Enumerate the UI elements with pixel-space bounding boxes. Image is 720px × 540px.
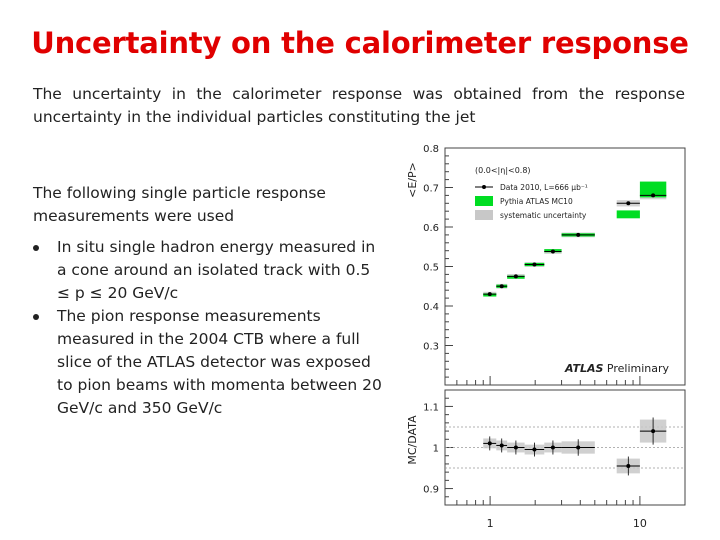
data-point <box>532 262 537 267</box>
data-point <box>550 249 555 254</box>
lead-paragraph: The following single particle response m… <box>33 184 326 225</box>
y-tick-label: 1 <box>433 444 439 455</box>
legend-label: Pythia ATLAS MC10 <box>500 197 573 206</box>
legend-label: systematic uncertainty <box>500 211 587 220</box>
y-tick-label: 0.9 <box>423 485 439 496</box>
bullet-text: The pion response measurements measured … <box>57 307 382 417</box>
bullet-item: In situ single hadron energy measured in… <box>33 236 383 305</box>
data-point <box>651 193 656 198</box>
y-tick-label: 0.3 <box>423 342 439 353</box>
bullet-item: The pion response measurements measured … <box>33 305 383 420</box>
x-tick-label: 1 <box>487 517 494 530</box>
y-tick-label: 0.5 <box>423 263 439 274</box>
ratio-point <box>651 429 656 434</box>
y-tick-label: 0.7 <box>423 184 439 195</box>
data-point <box>499 284 504 289</box>
mc-box <box>639 181 667 198</box>
eta-annotation: (0.0<|η|<0.8) <box>475 166 531 175</box>
legend-data-marker <box>482 185 486 189</box>
data-point <box>576 232 581 237</box>
legend-label: Data 2010, L=666 μb⁻¹ <box>500 183 588 192</box>
data-point <box>626 201 631 206</box>
ratio-point <box>499 443 504 448</box>
preliminary-label: Preliminary <box>603 362 669 375</box>
ratio-point <box>626 463 631 468</box>
y-tick-label: 0.6 <box>423 223 439 234</box>
ratio-point <box>532 447 537 452</box>
y-tick-label: 1.1 <box>423 402 439 413</box>
atlas-label: ATLAS <box>564 362 603 375</box>
y-tick-label: 0.8 <box>423 144 439 155</box>
x-tick-label: 10 <box>633 517 647 530</box>
bullet-icon <box>33 245 39 251</box>
bullet-icon <box>33 314 39 320</box>
chart-svg: 110p[GeV]0.30.40.50.60.70.8<E/P>0.911.1M… <box>406 144 686 540</box>
y-tick-label: 0.4 <box>423 302 439 313</box>
bullet-list: In situ single hadron energy measured in… <box>33 236 383 420</box>
response-chart: 110p[GeV]0.30.40.50.60.70.8<E/P>0.911.1M… <box>400 140 700 540</box>
mc-box <box>616 210 640 219</box>
bullet-text: In situ single hadron energy measured in… <box>57 238 376 302</box>
atlas-watermark: ATLAS Preliminary <box>564 362 670 375</box>
intro-paragraph: The uncertainty in the calorimeter respo… <box>33 85 685 126</box>
slide-title: Uncertainty on the calorimeter response <box>31 26 689 60</box>
ratio-point <box>513 445 518 450</box>
data-point <box>487 292 492 297</box>
ratio-point <box>576 445 581 450</box>
bottom-y-axis-label: MC/DATA <box>406 415 419 465</box>
legend-swatch <box>475 210 493 220</box>
ratio-point <box>487 441 492 446</box>
legend-swatch <box>475 196 493 206</box>
data-point <box>513 274 518 279</box>
top-y-axis-label: <E/P> <box>406 162 419 198</box>
ratio-point <box>550 445 555 450</box>
